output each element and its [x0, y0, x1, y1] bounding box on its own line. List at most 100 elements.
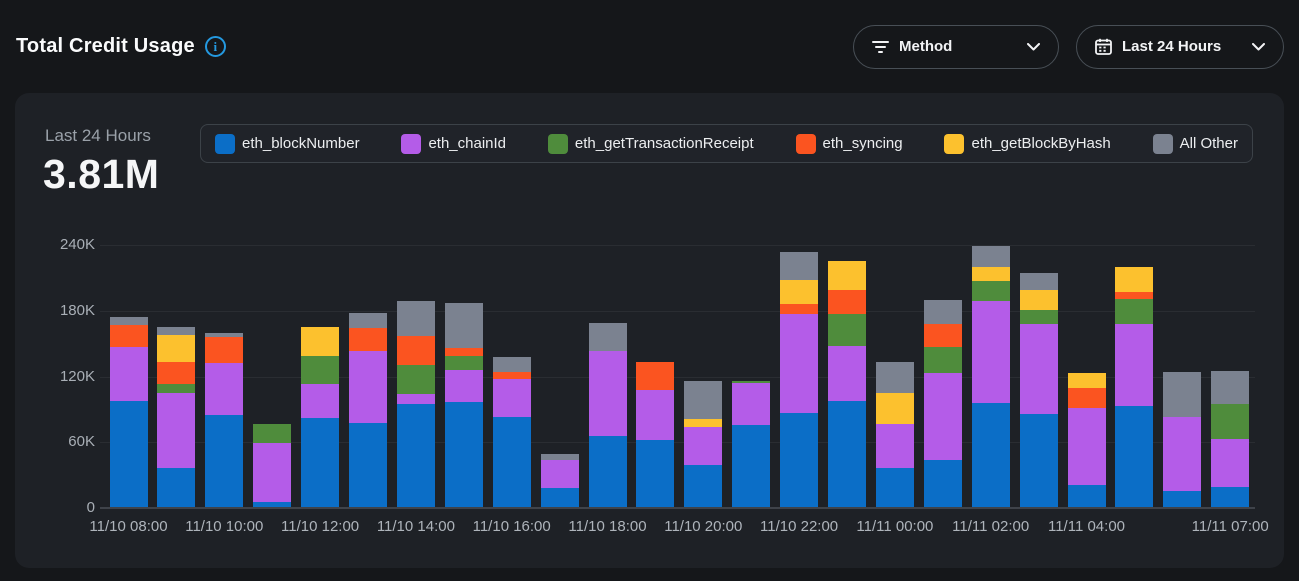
bar-segment-eth_chainId[interactable] [923, 373, 962, 460]
bar-segment-All Other[interactable] [109, 317, 148, 326]
bar-segment-eth_getTransactionReceipt[interactable] [1115, 298, 1154, 324]
bar-segment-eth_blockNumber[interactable] [875, 467, 914, 507]
bar-segment-eth_blockNumber[interactable] [588, 435, 627, 507]
bar[interactable] [875, 362, 914, 507]
bar-segment-eth_chainId[interactable] [971, 301, 1010, 403]
bar[interactable] [109, 317, 148, 507]
bar-segment-eth_getTransactionReceipt[interactable] [828, 314, 866, 346]
bar-segment-eth_getTransactionReceipt[interactable] [1019, 309, 1058, 325]
bar[interactable] [636, 362, 675, 507]
bar-segment-eth_getTransactionReceipt[interactable] [301, 355, 340, 385]
bar[interactable] [444, 303, 483, 507]
bar[interactable] [1211, 371, 1250, 507]
bar-segment-eth_syncing[interactable] [444, 348, 483, 356]
bar-segment-eth_blockNumber[interactable] [205, 414, 244, 507]
bar-segment-eth_chainId[interactable] [1019, 324, 1058, 414]
bar[interactable] [780, 251, 819, 507]
bar-segment-All Other[interactable] [205, 332, 244, 338]
bar-segment-eth_syncing[interactable] [396, 336, 435, 365]
bar-segment-eth_blockNumber[interactable] [923, 459, 962, 507]
bar[interactable] [349, 313, 387, 507]
bar-segment-eth_blockNumber[interactable] [1019, 413, 1058, 507]
bar-segment-All Other[interactable] [923, 299, 962, 325]
bar-segment-eth_chainId[interactable] [1115, 324, 1154, 407]
bar-segment-eth_chainId[interactable] [253, 443, 292, 502]
bar-segment-eth_chainId[interactable] [157, 393, 196, 468]
bar-segment-eth_chainId[interactable] [780, 314, 819, 413]
legend-item[interactable]: eth_getTransactionReceipt [547, 133, 754, 154]
bar-segment-eth_blockNumber[interactable] [109, 400, 148, 507]
bar[interactable] [205, 332, 244, 507]
legend-item[interactable]: eth_blockNumber [215, 133, 360, 154]
bar[interactable] [923, 299, 962, 507]
bar-segment-All Other[interactable] [684, 381, 723, 420]
bar-segment-eth_chainId[interactable] [1211, 439, 1250, 488]
bar-segment-eth_blockNumber[interactable] [971, 402, 1010, 507]
bar[interactable] [396, 301, 435, 507]
bar-segment-eth_syncing[interactable] [780, 304, 819, 315]
bar-segment-eth_chainId[interactable] [349, 351, 387, 423]
bar-segment-eth_getBlockByHash[interactable] [1115, 267, 1154, 293]
bar-segment-All Other[interactable] [349, 313, 387, 329]
bar-segment-eth_chainId[interactable] [301, 384, 340, 419]
bar-segment-eth_getTransactionReceipt[interactable] [444, 355, 483, 371]
bar-segment-All Other[interactable] [157, 327, 196, 335]
bar-segment-eth_getBlockByHash[interactable] [971, 267, 1010, 282]
bar[interactable] [157, 327, 196, 507]
bar-segment-eth_getBlockByHash[interactable] [1067, 373, 1106, 388]
bar-segment-eth_chainId[interactable] [1163, 417, 1202, 491]
bar-segment-eth_blockNumber[interactable] [1211, 487, 1250, 507]
bar-segment-All Other[interactable] [396, 301, 435, 337]
bar-segment-eth_syncing[interactable] [636, 362, 675, 390]
bar-segment-eth_syncing[interactable] [1115, 292, 1154, 299]
bar[interactable] [540, 454, 579, 507]
bar-segment-eth_getBlockByHash[interactable] [1019, 290, 1058, 310]
bar-segment-eth_syncing[interactable] [923, 324, 962, 348]
bar-segment-All Other[interactable] [540, 454, 579, 460]
date-range-button[interactable]: Last 24 Hours [1076, 24, 1284, 69]
info-icon[interactable]: i [204, 36, 226, 57]
legend-item[interactable]: eth_getBlockByHash [944, 133, 1111, 154]
bar-segment-eth_chainId[interactable] [396, 394, 435, 404]
bar-segment-All Other[interactable] [1211, 371, 1250, 405]
bar-segment-eth_chainId[interactable] [205, 363, 244, 415]
bar-segment-eth_chainId[interactable] [444, 370, 483, 402]
method-filter-button[interactable]: Method [853, 24, 1059, 69]
bar-segment-eth_chainId[interactable] [684, 427, 723, 466]
bar-segment-All Other[interactable] [875, 362, 914, 394]
bar-segment-All Other[interactable] [780, 251, 819, 281]
bar-segment-eth_getTransactionReceipt[interactable] [971, 281, 1010, 301]
bar[interactable] [301, 327, 340, 507]
bar[interactable] [1019, 272, 1058, 507]
bar-segment-eth_syncing[interactable] [205, 337, 244, 364]
bar-segment-eth_chainId[interactable] [492, 378, 531, 418]
bar-segment-eth_blockNumber[interactable] [780, 412, 819, 507]
bar-segment-eth_blockNumber[interactable] [1115, 406, 1154, 507]
bar-segment-eth_syncing[interactable] [828, 290, 866, 315]
bar-segment-eth_blockNumber[interactable] [349, 422, 387, 507]
bar-segment-eth_blockNumber[interactable] [684, 465, 723, 507]
bar[interactable] [1067, 373, 1106, 507]
legend-item[interactable]: All Other [1152, 133, 1238, 154]
bar-segment-eth_getBlockByHash[interactable] [875, 393, 914, 424]
bar-segment-eth_chainId[interactable] [109, 347, 148, 401]
bar-segment-eth_blockNumber[interactable] [828, 400, 866, 507]
bar[interactable] [492, 356, 531, 507]
bar[interactable] [828, 260, 866, 507]
bar-segment-eth_getTransactionReceipt[interactable] [732, 380, 771, 384]
bar[interactable] [684, 381, 723, 507]
bar-segment-eth_getBlockByHash[interactable] [828, 260, 866, 291]
bar-segment-eth_syncing[interactable] [157, 362, 196, 385]
bar-segment-All Other[interactable] [971, 246, 1010, 268]
bar[interactable] [253, 423, 292, 507]
bar-segment-eth_blockNumber[interactable] [1067, 485, 1106, 507]
legend-item[interactable]: eth_syncing [795, 133, 903, 154]
bar-segment-eth_getBlockByHash[interactable] [157, 334, 196, 363]
bar-segment-eth_blockNumber[interactable] [396, 404, 435, 507]
bar-segment-eth_blockNumber[interactable] [157, 467, 196, 507]
bar[interactable] [588, 322, 627, 507]
bar[interactable] [1115, 267, 1154, 507]
bar-segment-eth_getTransactionReceipt[interactable] [253, 423, 292, 444]
bar-segment-eth_getTransactionReceipt[interactable] [1211, 404, 1250, 440]
bar-segment-eth_blockNumber[interactable] [732, 424, 771, 507]
